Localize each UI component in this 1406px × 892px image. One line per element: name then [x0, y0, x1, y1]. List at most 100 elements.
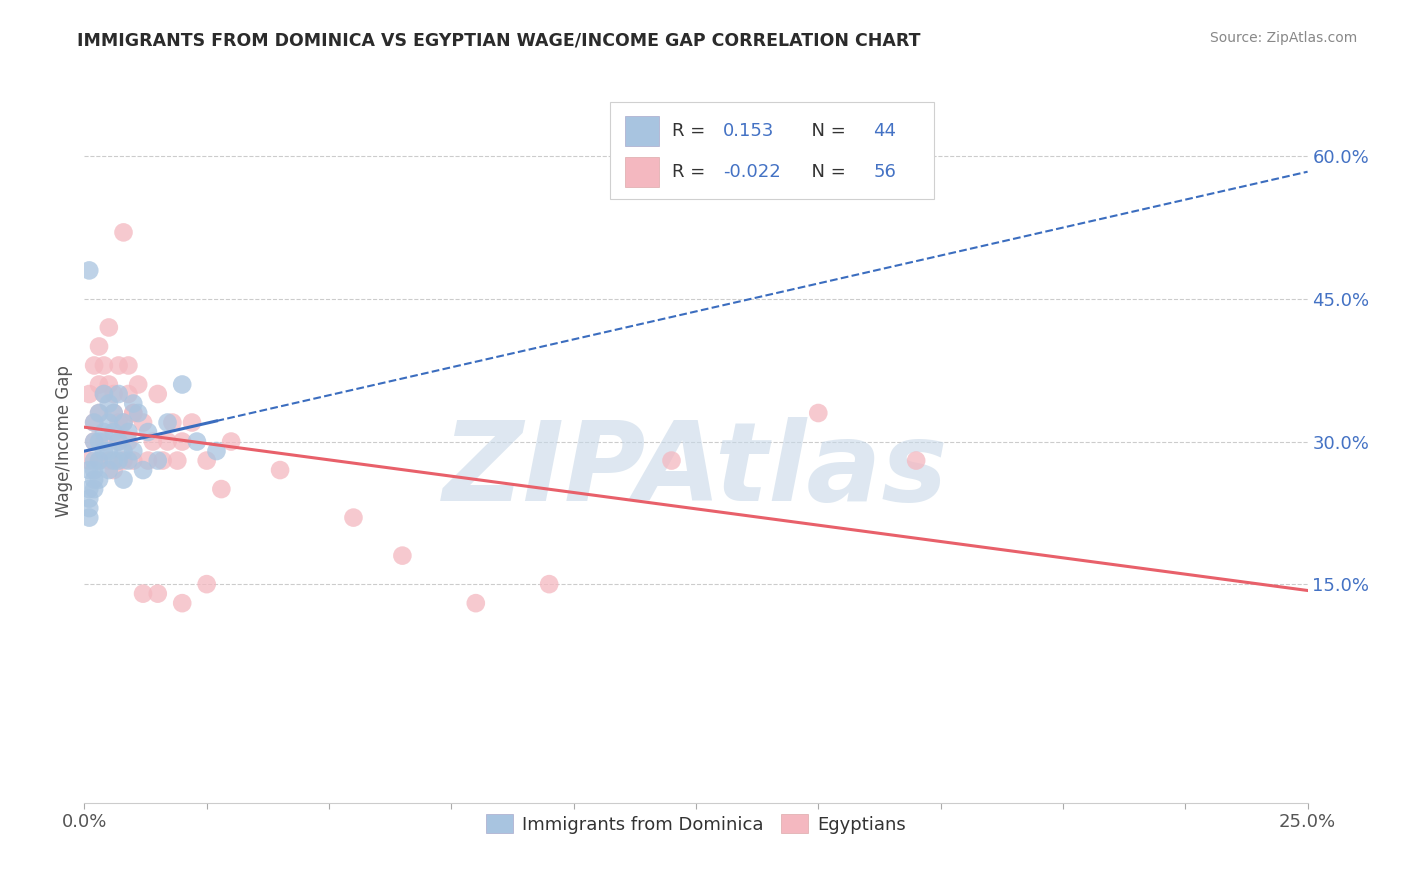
Point [97, 453, 120, 467]
Point [538, 577, 561, 591]
Point [122, 406, 145, 420]
Point [132, 416, 155, 430]
Point [122, 406, 145, 420]
Point [77, 501, 100, 516]
Point [77, 453, 100, 467]
Point [172, 596, 194, 610]
Point [83, 434, 105, 449]
Point [97, 320, 120, 334]
Text: -0.022: -0.022 [723, 163, 780, 181]
Point [112, 416, 135, 430]
Point [142, 434, 165, 449]
Point [107, 434, 129, 449]
Point [209, 482, 232, 496]
Point [112, 453, 135, 467]
Point [172, 377, 194, 392]
Point [132, 587, 155, 601]
Point [117, 425, 139, 439]
Point [87, 406, 110, 420]
Point [103, 406, 125, 420]
Point [112, 444, 135, 458]
Bar [626, 116, 659, 146]
Point [661, 453, 683, 467]
Text: 44: 44 [873, 122, 897, 140]
Point [172, 434, 194, 449]
Point [93, 359, 115, 373]
Point [103, 453, 125, 467]
Point [77, 491, 100, 506]
Point [117, 453, 139, 467]
Point [103, 387, 125, 401]
Point [87, 453, 110, 467]
Point [152, 453, 174, 467]
Point [127, 406, 149, 420]
Point [219, 434, 242, 449]
Point [87, 339, 110, 353]
Y-axis label: Wage/Income Gap: Wage/Income Gap [55, 366, 73, 517]
Point [87, 406, 110, 420]
Point [77, 510, 100, 524]
Text: ZIPAtlas: ZIPAtlas [443, 417, 949, 524]
Point [117, 434, 139, 449]
Point [107, 359, 129, 373]
Point [195, 577, 218, 591]
Point [117, 359, 139, 373]
Point [83, 359, 105, 373]
Point [87, 434, 110, 449]
Point [132, 463, 155, 477]
Point [156, 416, 179, 430]
Point [136, 425, 159, 439]
Point [77, 463, 100, 477]
Point [77, 263, 100, 277]
Point [166, 453, 188, 467]
Point [195, 453, 218, 467]
Point [122, 444, 145, 458]
Point [107, 387, 129, 401]
Text: R =: R = [672, 163, 710, 181]
Point [112, 416, 135, 430]
Point [87, 377, 110, 392]
Point [87, 473, 110, 487]
Point [97, 463, 120, 477]
Point [83, 473, 105, 487]
Point [93, 387, 115, 401]
Point [807, 406, 830, 420]
Text: IMMIGRANTS FROM DOMINICA VS EGYPTIAN WAGE/INCOME GAP CORRELATION CHART: IMMIGRANTS FROM DOMINICA VS EGYPTIAN WAG… [77, 31, 921, 49]
Text: Source: ZipAtlas.com: Source: ZipAtlas.com [1209, 31, 1357, 45]
Point [146, 587, 169, 601]
Point [93, 444, 115, 458]
Point [117, 387, 139, 401]
Point [93, 425, 115, 439]
Point [162, 416, 184, 430]
Point [83, 416, 105, 430]
Point [112, 473, 135, 487]
Point [83, 482, 105, 496]
Point [97, 377, 120, 392]
Point [112, 226, 135, 240]
Point [93, 387, 115, 401]
Point [269, 463, 291, 477]
Point [97, 396, 120, 410]
Point [905, 453, 928, 467]
Point [205, 444, 228, 458]
Point [97, 444, 120, 458]
Point [77, 482, 100, 496]
Text: 0.153: 0.153 [723, 122, 775, 140]
Point [83, 416, 105, 430]
Point [146, 453, 169, 467]
Point [342, 510, 364, 524]
Text: N =: N = [800, 163, 852, 181]
Text: 56: 56 [873, 163, 896, 181]
Point [107, 416, 129, 430]
Point [83, 463, 105, 477]
Point [83, 453, 105, 467]
FancyBboxPatch shape [610, 102, 935, 200]
Point [103, 463, 125, 477]
Point [97, 416, 120, 430]
Legend: Immigrants from Dominica, Egyptians: Immigrants from Dominica, Egyptians [478, 807, 914, 841]
Point [87, 453, 110, 467]
Point [103, 425, 125, 439]
Point [156, 434, 179, 449]
Point [107, 453, 129, 467]
Point [122, 453, 145, 467]
